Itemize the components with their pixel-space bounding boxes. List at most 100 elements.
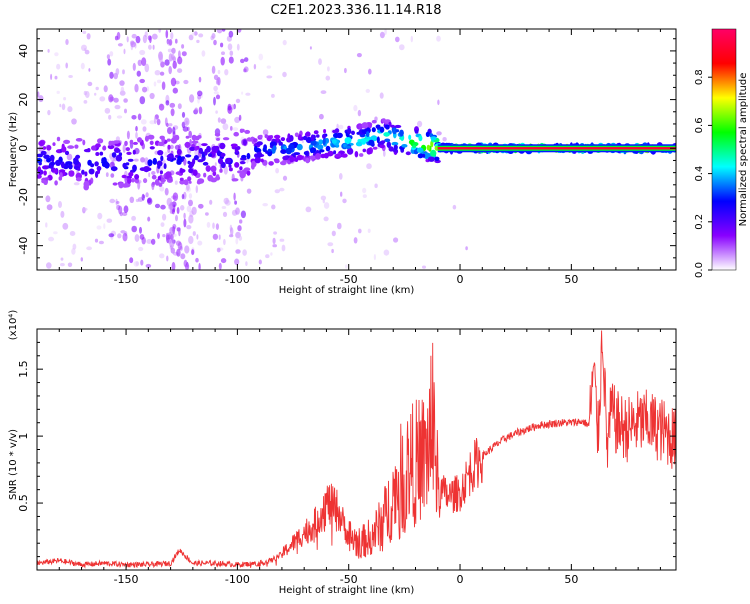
spectrogram-noise-cell <box>356 53 362 58</box>
spectrogram-ridge-cell <box>84 171 88 177</box>
spectrogram-noise-cell <box>81 44 87 51</box>
spectrogram-streak-cell <box>157 232 160 239</box>
spectrogram-ridge-cell <box>219 152 226 157</box>
spectrogram-noise-cell <box>159 253 165 259</box>
spectrogram-streak-cell <box>135 125 138 132</box>
spectrogram-noise-cell <box>108 114 112 120</box>
spectrogram-noise-cell <box>56 90 60 94</box>
spectrogram-noise-cell <box>383 150 386 157</box>
spectrogram-streak-cell <box>131 225 137 233</box>
spectrogram-noise-cell <box>221 206 227 209</box>
spectrogram-noise-cell <box>63 97 67 101</box>
spectrogram-ridge-cell <box>317 144 324 151</box>
spectrogram-ridge-cell <box>75 177 82 182</box>
spectrogram-ridge-cell <box>294 157 299 162</box>
spectrogram-ridge-cell <box>132 149 136 155</box>
spectrogram-noise-cell <box>122 212 128 216</box>
spectrogram-ridge-cell <box>46 145 52 151</box>
y-tick-label: -20 <box>17 188 30 206</box>
spectrogram-ridge-cell <box>280 149 287 155</box>
spectrogram-noise-cell <box>48 236 55 242</box>
spectrogram-ridge-cell <box>359 153 364 157</box>
spectrogram-streak-cell <box>239 219 243 224</box>
spectrogram-streak-cell <box>169 102 176 108</box>
spectrogram-ridge-cell <box>259 134 263 139</box>
spectrogram-ridge-cell <box>322 133 326 139</box>
spectrogram-noise-cell <box>65 62 68 69</box>
spectrogram-noise-cell <box>331 248 334 254</box>
spectrogram-noise-cell <box>318 58 322 65</box>
spectrogram-streak-cell <box>122 144 126 153</box>
spectrogram-noise-cell <box>37 91 40 98</box>
spectrogram-ridge-cell <box>302 135 308 141</box>
spectrogram-ridge-cell <box>331 139 337 144</box>
spectrogram-streak-cell <box>230 125 233 131</box>
spectrogram-ridge-cell <box>149 140 154 145</box>
y-tick-label: 0 <box>17 145 30 152</box>
spectrogram-ridge-cell <box>231 178 239 182</box>
spectrogram-ridge-cell <box>108 140 112 146</box>
spectrogram-noise-cell <box>135 198 140 203</box>
spectrogram-ridge-cell <box>372 146 378 150</box>
spectrogram-noise-cell <box>201 50 206 57</box>
spectrogram-noise-cell <box>71 248 76 255</box>
spectrogram-noise-cell <box>323 216 329 222</box>
spectrogram-ridge-cell <box>182 179 188 183</box>
spectrogram-noise-cell <box>109 51 114 57</box>
spectrogram-streak-cell <box>170 77 177 87</box>
spectrogram-noise-cell <box>210 35 214 41</box>
spectrogram-ridge-cell <box>207 174 214 182</box>
spectrogram-streak-cell <box>171 47 176 54</box>
spectrogram-noise-cell <box>122 69 125 75</box>
spectrogram-ridge-cell <box>126 151 132 155</box>
spectrogram-noise-cell <box>196 39 200 44</box>
spectrogram-streak-cell <box>136 70 141 77</box>
spectrogram-streak-cell <box>211 65 216 74</box>
spectrogram-streak-cell <box>237 225 242 232</box>
spectrogram-noise-cell <box>131 33 137 39</box>
spectrogram-ridge-cell <box>95 171 99 178</box>
spectrogram-streak-cell <box>227 105 233 114</box>
spectrogram-noise-cell <box>281 244 286 252</box>
spectrogram-ridge-cell <box>239 166 243 171</box>
y-axis-label: Frequency (Hz) <box>8 112 19 188</box>
spectrogram-ridge-cell <box>309 155 317 160</box>
spectrogram-streak-cell <box>198 106 203 115</box>
spectrogram-streak-cell <box>195 185 198 194</box>
spectrogram-ridge-cell <box>125 162 130 166</box>
spectrogram-ridge-cell <box>102 145 107 151</box>
spectrogram-noise-cell <box>236 43 240 51</box>
spectrogram-ridge-cell <box>296 154 304 161</box>
spectrogram-ridge-cell <box>346 127 352 135</box>
spectrogram-streak-cell <box>240 58 245 64</box>
spectrogram-noise-cell <box>262 203 269 207</box>
spectrogram-ridge-cell <box>412 142 419 146</box>
spectrogram-ridge-cell <box>246 152 251 160</box>
spectrogram-streak-cell <box>151 238 156 245</box>
spectrogram-streak-cell <box>165 100 170 106</box>
spectrogram-ridge-cell <box>75 138 83 142</box>
spectrogram-noise-cell <box>271 93 275 98</box>
spectrogram-noise-cell <box>222 123 229 131</box>
spectrogram-ridge-cell <box>430 149 437 157</box>
spectrogram-ridge-cell <box>225 158 229 164</box>
spectrogram-noise-cell <box>452 204 457 210</box>
spectrogram-streak-cell <box>178 227 181 237</box>
spectrogram-ridge-cell <box>146 167 152 171</box>
spectrogram-noise-cell <box>225 197 229 204</box>
spectrogram-streak-cell <box>145 263 152 268</box>
spectrogram-noise-cell <box>282 175 288 181</box>
spectrogram-ridge-cell <box>399 129 404 137</box>
colorbar-tick-label: 0.6 <box>694 117 705 133</box>
spectrogram-noise-cell <box>48 171 52 176</box>
spectrogram-ridge-cell <box>280 137 286 142</box>
spectrogram-noise-cell <box>235 98 241 104</box>
spectrogram-ridge-cell <box>88 168 95 175</box>
spectrogram-ridge-cell <box>124 140 128 147</box>
spectrogram-streak-cell <box>180 253 186 260</box>
spectrogram-ridge-cell <box>280 161 287 166</box>
spectrogram-ridge-cell <box>121 174 127 179</box>
spectrogram-ridge-cell <box>391 141 399 146</box>
spectrogram-streak-cell <box>108 94 114 103</box>
spectrogram-noise-cell <box>235 249 241 254</box>
